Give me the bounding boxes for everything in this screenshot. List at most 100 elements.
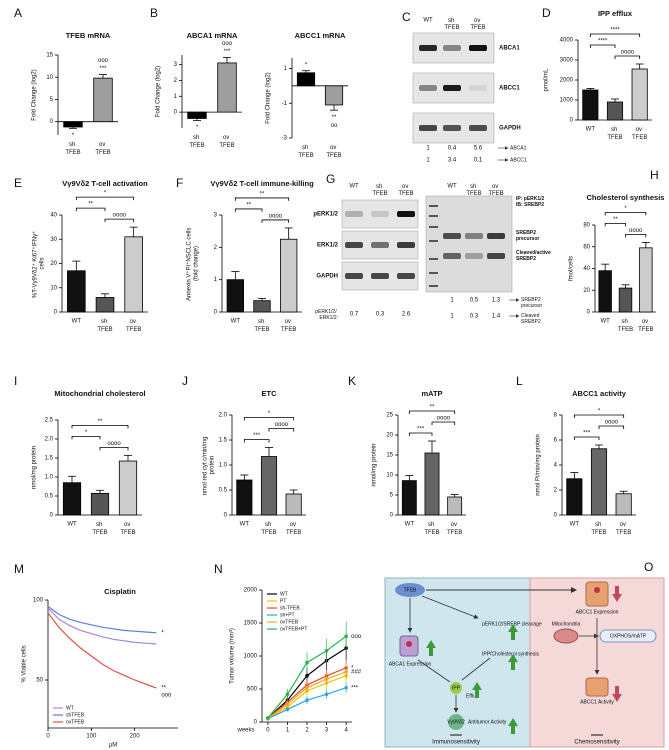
bracket-label: *** bbox=[417, 427, 425, 433]
quant-value: 1 bbox=[450, 298, 454, 304]
y-tick-label: 60 bbox=[583, 244, 590, 250]
bracket-label: ** bbox=[430, 405, 435, 411]
legend-label: sh-TFEB bbox=[280, 605, 300, 611]
blot-band bbox=[345, 242, 363, 248]
point bbox=[285, 692, 290, 697]
bracket-label: ** bbox=[88, 202, 93, 208]
x-tick-label: 1 bbox=[286, 728, 290, 734]
point bbox=[305, 674, 309, 678]
diagram-label: Mitochondria bbox=[552, 621, 581, 627]
point bbox=[305, 698, 309, 703]
y-tick-label: 30 bbox=[50, 237, 57, 243]
bar bbox=[90, 492, 110, 516]
quant-value: 0.3 bbox=[470, 314, 479, 320]
y-tick-label: 1.0 bbox=[219, 463, 228, 469]
x-tick-label: 0 bbox=[46, 734, 50, 740]
y-tick-label: 20 bbox=[50, 261, 57, 267]
diagram-label: IPP bbox=[452, 685, 461, 691]
y-tick-label: 10 bbox=[386, 473, 393, 479]
cell-icon bbox=[585, 581, 609, 607]
blot-band bbox=[443, 253, 461, 259]
blot-band bbox=[487, 253, 505, 259]
diagram-label: Chemosensitivity bbox=[574, 740, 619, 746]
point bbox=[344, 634, 348, 638]
legend-label: PT bbox=[280, 598, 286, 604]
lane-label: sh TFEB bbox=[372, 184, 387, 197]
x-tick-label: ov TFEB bbox=[286, 522, 301, 536]
significance-bracket bbox=[243, 439, 270, 443]
x-axis-label: µM bbox=[109, 743, 117, 749]
bar bbox=[67, 270, 86, 313]
x-tick-label: WT bbox=[405, 522, 415, 528]
significance-bracket bbox=[625, 234, 647, 238]
significance-label: * bbox=[351, 665, 354, 671]
blot-band bbox=[469, 45, 487, 51]
y-tick-label: 80 bbox=[583, 223, 590, 229]
chart-title: ABCA1 mRNA bbox=[187, 31, 238, 40]
chart-title: Vγ9Vδ2 T-cell immune-killing bbox=[210, 179, 314, 188]
significance-label: ooo bbox=[222, 41, 233, 47]
bracket-label: **** bbox=[610, 28, 620, 34]
series-line bbox=[47, 612, 157, 689]
significance-bracket bbox=[573, 436, 600, 440]
y-axis-label: Fold Change (log2) bbox=[156, 66, 162, 117]
bar bbox=[63, 121, 83, 128]
significance-label: oo bbox=[331, 123, 338, 129]
x-tick-label: WT bbox=[601, 319, 611, 325]
bracket-label: * bbox=[104, 191, 107, 197]
quant-label: ABCC1 bbox=[510, 157, 527, 163]
y-axis-label: Fold Change (log2) bbox=[32, 69, 38, 120]
legend-label: ovTFEB bbox=[280, 619, 299, 625]
y-tick-label: 0 bbox=[174, 110, 178, 116]
significance-bracket bbox=[71, 424, 129, 429]
quant-value: 1 bbox=[426, 146, 430, 152]
x-tick-label: 100 bbox=[86, 734, 97, 740]
bar bbox=[590, 448, 608, 516]
significance-bracket bbox=[268, 428, 295, 432]
point bbox=[305, 685, 309, 690]
blot-band bbox=[469, 125, 487, 131]
y-tick-label: 4 bbox=[554, 463, 558, 469]
x-tick-label: WT bbox=[231, 319, 241, 325]
x-tick-label: 200 bbox=[130, 734, 141, 740]
bar bbox=[62, 482, 82, 516]
panel-letter: E bbox=[14, 176, 22, 190]
y-tick-label: 1500 bbox=[244, 621, 258, 627]
up-arrow bbox=[508, 718, 518, 734]
y-tick-label: 3 bbox=[214, 213, 218, 219]
quant-value: 0.3 bbox=[376, 312, 385, 318]
x-tick-label: sh TFEB bbox=[254, 319, 269, 333]
panel-letter: B bbox=[150, 6, 158, 20]
y-axis-label: nmol/mg protein bbox=[372, 443, 378, 486]
x-tick-label: WT bbox=[570, 522, 580, 528]
blot-band bbox=[419, 125, 437, 131]
y-tick-label: 0.5 bbox=[219, 488, 228, 494]
ladder-band bbox=[429, 215, 438, 217]
mitochondria-icon bbox=[553, 628, 579, 644]
series-line bbox=[47, 605, 157, 634]
bracket-label: oooo bbox=[107, 441, 121, 447]
blot-band bbox=[469, 85, 487, 91]
panel-letter: H bbox=[650, 168, 659, 182]
chart-title: IPP efflux bbox=[598, 9, 633, 18]
bracket-label: ** bbox=[613, 217, 618, 223]
bar bbox=[217, 62, 237, 113]
y-tick-label: 10 bbox=[50, 285, 57, 291]
y-axis-label: pmol/mL bbox=[544, 68, 550, 92]
y-tick-label: 0 bbox=[224, 513, 228, 519]
arrow bbox=[421, 595, 479, 619]
y-tick-label: -1 bbox=[282, 101, 288, 107]
point bbox=[324, 648, 329, 653]
x-tick-label: WT bbox=[72, 319, 82, 325]
y-axis-label: Tumor volume (mm³) bbox=[230, 628, 236, 684]
diagram-label: Efflux bbox=[466, 693, 479, 699]
chart-title: TFEB mRNA bbox=[66, 31, 111, 40]
y-tick-label: 2.5 bbox=[45, 418, 54, 424]
bar bbox=[296, 72, 316, 87]
significance-label: ooo bbox=[161, 693, 172, 699]
x-tick-label: sh TFEB bbox=[298, 145, 313, 159]
y-axis-label: nmol Pi/min/mg protein bbox=[536, 434, 542, 495]
panel-letter: D bbox=[542, 6, 551, 20]
significance-bracket bbox=[234, 197, 290, 201]
